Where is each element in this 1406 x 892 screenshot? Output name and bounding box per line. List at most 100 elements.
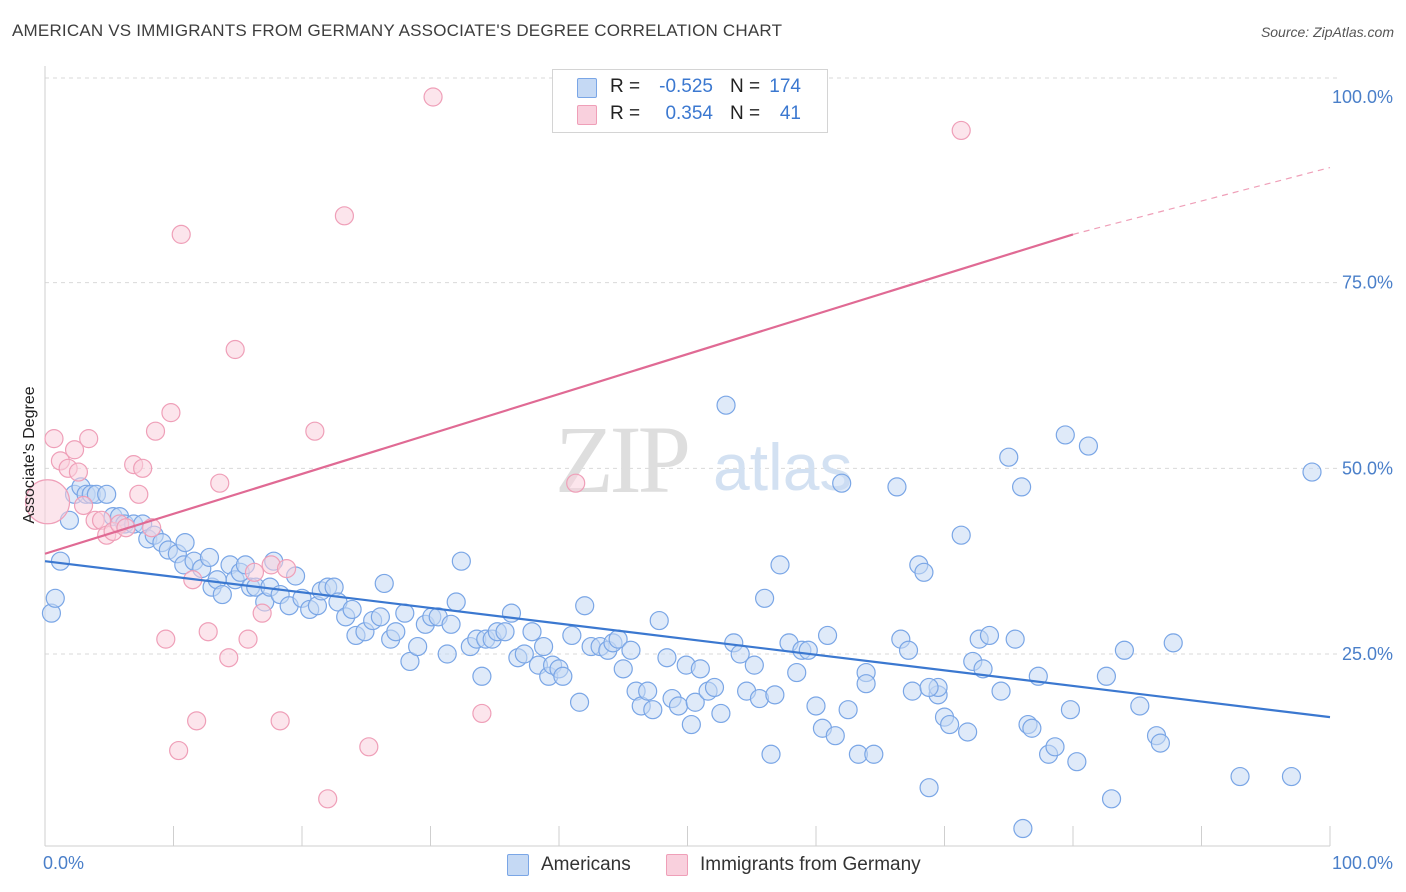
- americans-point: [569, 692, 590, 712]
- legend: R = -0.525 N = 174 R = 0.354 N = 41: [552, 69, 828, 133]
- x-tick-label: 0.0%: [43, 853, 84, 873]
- legend-row-americans: R = -0.525 N = 174: [553, 74, 827, 100]
- immigrants-point: [244, 562, 265, 582]
- y-tick-label: 100.0%: [1332, 87, 1393, 107]
- americans-point: [685, 692, 705, 712]
- immigrants-point: [210, 473, 230, 493]
- bottom-legend-label-immigrants: Immigrants from Germany: [700, 854, 921, 875]
- americans-point: [386, 622, 406, 642]
- immigrants-point: [318, 789, 338, 809]
- americans-point: [45, 588, 65, 608]
- immigrants-point: [219, 648, 239, 668]
- immigrants-point: [73, 495, 94, 516]
- americans-point: [1022, 718, 1042, 738]
- americans-point: [553, 666, 573, 686]
- americans-point: [973, 659, 993, 679]
- americans-point: [657, 648, 677, 668]
- americans-point: [856, 674, 876, 694]
- americans-point: [1163, 633, 1183, 653]
- immigrants-point: [79, 429, 99, 449]
- y-tick-label: 25.0%: [1342, 644, 1393, 664]
- immigrants-point: [566, 473, 586, 493]
- immigrants-point: [305, 421, 325, 441]
- americans-point: [914, 562, 934, 582]
- immigrants-point: [951, 120, 971, 141]
- americans-point: [754, 588, 775, 608]
- legend-n-value: 41: [779, 103, 801, 124]
- americans-point: [533, 636, 554, 657]
- series-immigrants-points: [24, 87, 971, 809]
- tick-labels: 100.0% 75.0% 50.0% 25.0% 0.0% 100.0%: [43, 87, 1393, 873]
- immigrants-point: [129, 484, 149, 504]
- americans-point: [940, 714, 960, 735]
- legend-r-label: R =: [610, 76, 641, 97]
- watermark-zip: ZIP: [555, 406, 688, 513]
- americans-point: [451, 551, 471, 571]
- chart-title: AMERICAN VS IMMIGRANTS FROM GERMANY ASSO…: [12, 21, 783, 40]
- americans-point: [370, 607, 390, 627]
- americans-point: [495, 622, 515, 642]
- immigrants-point: [44, 429, 64, 449]
- americans-point: [887, 477, 907, 497]
- immigrants-point: [270, 711, 290, 731]
- legend-r-value: -0.525: [659, 76, 713, 97]
- immigrants-point: [225, 339, 245, 360]
- americans-point: [919, 677, 939, 698]
- americans-point: [395, 603, 415, 623]
- legend-r-value: 0.354: [665, 103, 713, 124]
- watermark-atlas: atlas: [713, 430, 852, 504]
- americans-point: [681, 714, 701, 735]
- y-tick-label: 50.0%: [1342, 458, 1393, 478]
- americans-point: [97, 484, 117, 504]
- americans-point: [1078, 436, 1099, 456]
- y-tick-label: 75.0%: [1342, 273, 1393, 293]
- legend-n-label: N =: [730, 76, 761, 97]
- americans-point: [514, 644, 534, 664]
- immigrants-point: [472, 703, 492, 724]
- americans-point: [806, 696, 826, 716]
- immigrants-point: [198, 622, 218, 642]
- americans-point: [716, 395, 736, 415]
- americans-point: [408, 636, 428, 657]
- americans-point: [342, 599, 362, 620]
- americans-point: [175, 532, 195, 553]
- immigrants-point: [24, 479, 71, 525]
- americans-point: [649, 610, 669, 631]
- americans-point: [437, 644, 457, 664]
- americans-point: [761, 744, 781, 764]
- immigrants-point: [423, 87, 443, 107]
- americans-point: [522, 622, 542, 642]
- americans-point: [621, 640, 641, 660]
- legend-r-label: R =: [610, 103, 641, 124]
- americans-point: [1045, 737, 1065, 757]
- bottom-legend-swatch-immigrants: [666, 854, 688, 876]
- legend-n-label: N =: [730, 103, 761, 124]
- immigrants-point: [145, 421, 166, 441]
- americans-point: [400, 651, 420, 672]
- americans-point: [999, 447, 1019, 467]
- americans-point: [613, 659, 633, 679]
- americans-point: [798, 640, 818, 660]
- americans-point: [1055, 425, 1075, 445]
- axes: [44, 66, 1331, 847]
- americans-point: [1067, 752, 1087, 772]
- americans-point: [690, 659, 710, 679]
- immigrants-point: [156, 629, 176, 649]
- americans-point: [1011, 477, 1032, 497]
- immigrants-point: [64, 440, 85, 460]
- americans-point: [902, 681, 922, 701]
- americans-point: [825, 726, 845, 746]
- immigrants-point: [187, 711, 207, 731]
- americans-point: [704, 677, 725, 698]
- immigrants-point: [334, 206, 355, 226]
- americans-point: [668, 696, 689, 716]
- americans-point: [1096, 666, 1117, 686]
- immigrants-point: [238, 629, 258, 649]
- americans-point: [374, 573, 394, 594]
- americans-point: [212, 584, 232, 605]
- source-label: Source: ZipAtlas.com: [1260, 24, 1394, 40]
- americans-point: [575, 596, 595, 616]
- americans-point: [864, 744, 884, 764]
- americans-point: [446, 592, 466, 612]
- x-tick-label: 100.0%: [1332, 853, 1393, 873]
